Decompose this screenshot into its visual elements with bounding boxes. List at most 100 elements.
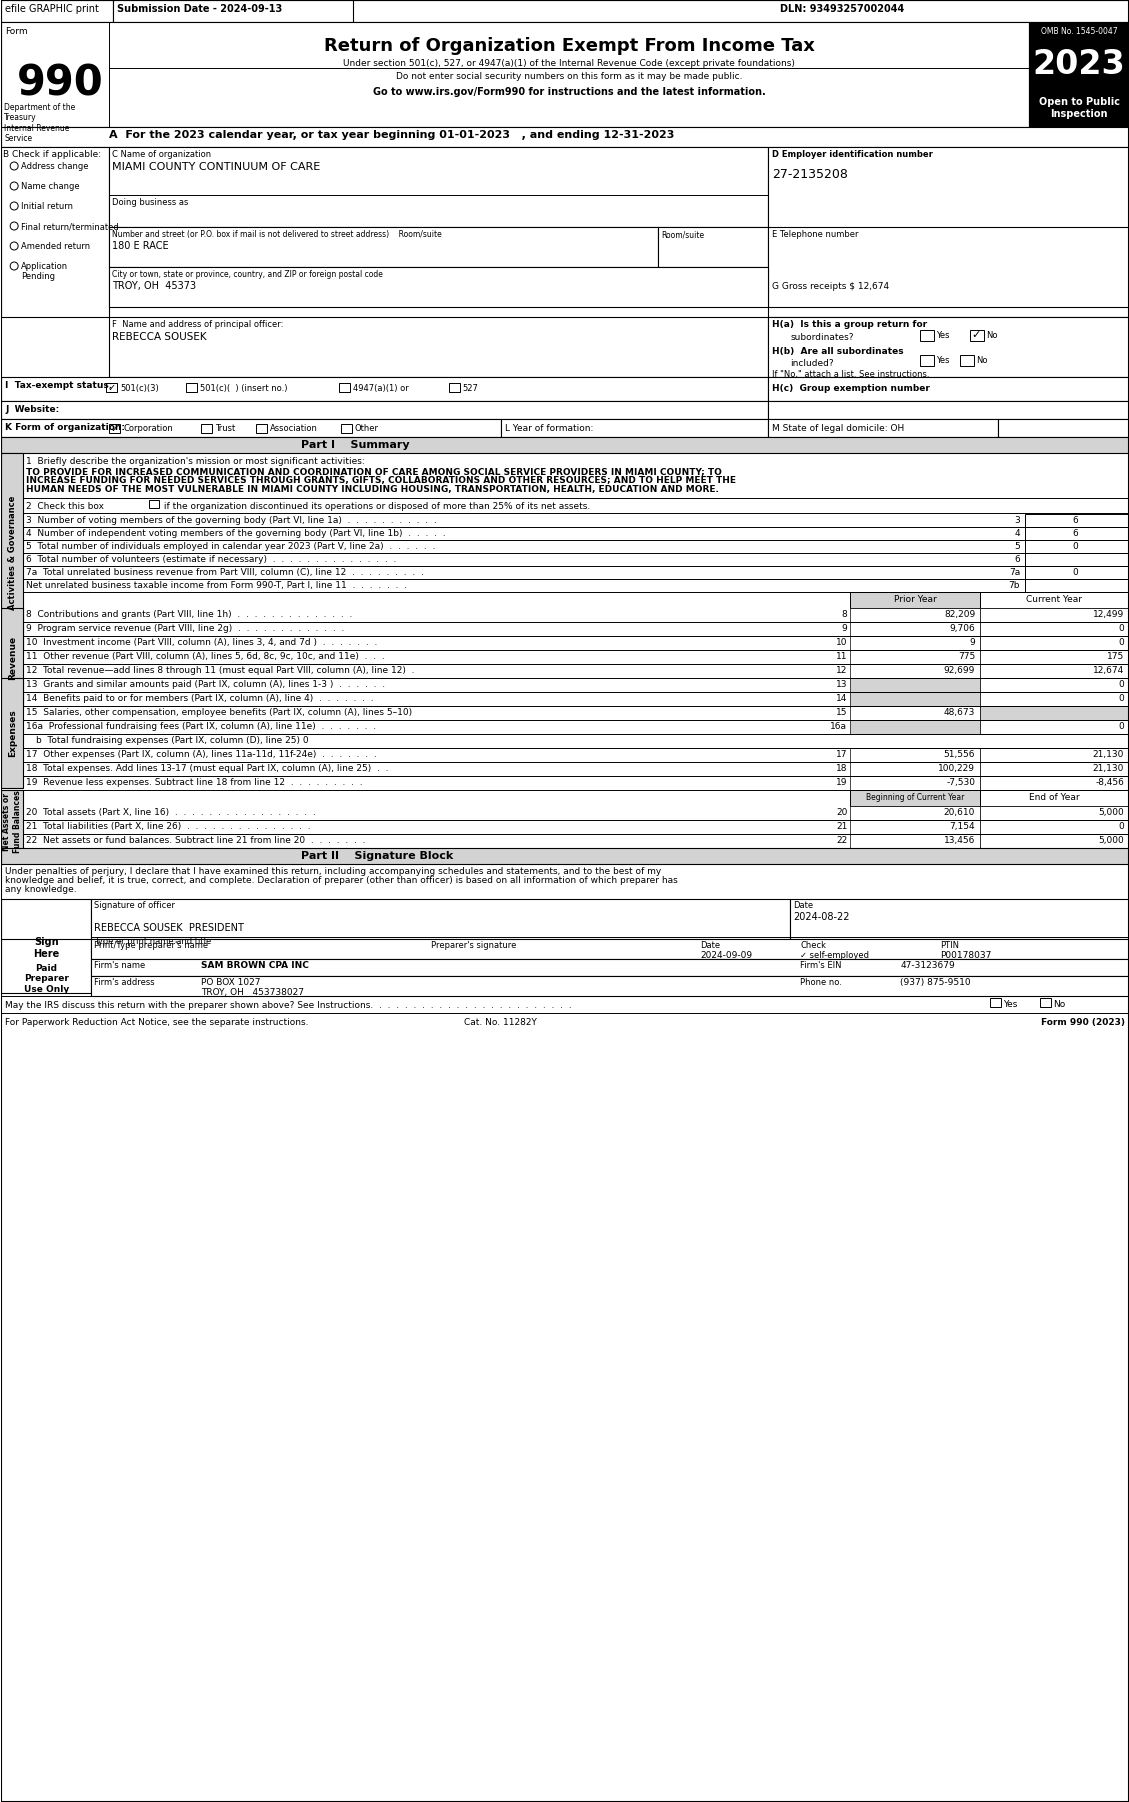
Bar bbox=[850, 721, 980, 733]
Bar bbox=[980, 651, 1129, 663]
Text: 20  Total assets (Part X, line 16)  .  .  .  .  .  .  .  .  .  .  .  .  .  .  . : 20 Total assets (Part X, line 16) . . . … bbox=[26, 807, 316, 816]
Bar bbox=[110, 227, 658, 267]
Text: 16a: 16a bbox=[830, 723, 847, 732]
Text: ✓: ✓ bbox=[971, 330, 981, 341]
Text: H(b)  Are all subordinates: H(b) Are all subordinates bbox=[772, 348, 904, 357]
Text: b  Total fundraising expenses (Part IX, column (D), line 25) 0: b Total fundraising expenses (Part IX, c… bbox=[36, 735, 308, 744]
Text: included?: included? bbox=[790, 359, 834, 368]
Text: Form: Form bbox=[6, 27, 28, 36]
Text: Sign
Here: Sign Here bbox=[33, 937, 59, 959]
Text: Beginning of Current Year: Beginning of Current Year bbox=[866, 793, 964, 802]
Bar bbox=[980, 692, 1129, 706]
Bar bbox=[110, 267, 769, 306]
Bar bbox=[113, 0, 352, 22]
Text: B Check if applicable:: B Check if applicable: bbox=[3, 150, 102, 159]
Text: L Year of formation:: L Year of formation: bbox=[505, 423, 593, 432]
Bar bbox=[769, 420, 998, 438]
Bar bbox=[980, 777, 1129, 789]
Text: 9: 9 bbox=[841, 623, 847, 633]
Text: Yes: Yes bbox=[1004, 1000, 1017, 1009]
Text: PTIN: PTIN bbox=[940, 941, 960, 950]
Bar bbox=[1, 452, 24, 652]
Bar bbox=[980, 805, 1129, 820]
Text: K Form of organization:: K Form of organization: bbox=[6, 423, 125, 432]
Text: if the organization discontinued its operations or disposed of more than 25% of : if the organization discontinued its ope… bbox=[161, 503, 590, 512]
Text: 0: 0 bbox=[1118, 623, 1124, 633]
Bar bbox=[1025, 514, 1129, 526]
Text: 0: 0 bbox=[1118, 822, 1124, 831]
Text: 501(c)(3): 501(c)(3) bbox=[120, 384, 159, 393]
Text: -8,456: -8,456 bbox=[1095, 778, 1124, 787]
Text: Other: Other bbox=[355, 423, 379, 432]
Text: any knowledge.: any knowledge. bbox=[6, 885, 77, 894]
Text: 7a  Total unrelated business revenue from Part VIII, column (C), line 12  .  .  : 7a Total unrelated business revenue from… bbox=[26, 568, 425, 577]
Text: 0: 0 bbox=[1118, 679, 1124, 688]
Circle shape bbox=[10, 241, 18, 250]
Text: Amended return: Amended return bbox=[21, 241, 90, 250]
Text: 17  Other expenses (Part IX, column (A), lines 11a-11d, 11f-24e)  .  .  .  .  . : 17 Other expenses (Part IX, column (A), … bbox=[26, 750, 377, 759]
Text: DLN: 93493257002044: DLN: 93493257002044 bbox=[780, 4, 904, 14]
Text: 10: 10 bbox=[835, 638, 847, 647]
Bar bbox=[1, 377, 769, 402]
Text: May the IRS discuss this return with the preparer shown above? See Instructions.: May the IRS discuss this return with the… bbox=[6, 1000, 571, 1009]
Text: Type or print name and title: Type or print name and title bbox=[94, 937, 211, 946]
Bar bbox=[769, 377, 1129, 402]
Text: 2  Check this box: 2 Check this box bbox=[26, 503, 104, 512]
Text: 0: 0 bbox=[1118, 723, 1124, 732]
Bar bbox=[1, 0, 1129, 22]
Bar bbox=[769, 402, 1129, 420]
Bar bbox=[110, 423, 120, 432]
Bar bbox=[1, 849, 1129, 863]
Text: 7b: 7b bbox=[1008, 580, 1021, 589]
Text: Cat. No. 11282Y: Cat. No. 11282Y bbox=[464, 1018, 537, 1027]
Text: 100,229: 100,229 bbox=[938, 764, 975, 773]
Bar bbox=[980, 789, 1129, 805]
Bar bbox=[850, 607, 980, 622]
Text: 15: 15 bbox=[835, 708, 847, 717]
Text: Preparer's signature: Preparer's signature bbox=[431, 941, 516, 950]
Text: 0: 0 bbox=[1118, 694, 1124, 703]
Text: 9  Program service revenue (Part VIII, line 2g)  .  .  .  .  .  .  .  .  .  .  .: 9 Program service revenue (Part VIII, li… bbox=[26, 623, 344, 633]
Bar bbox=[1, 148, 110, 317]
Bar bbox=[850, 678, 980, 692]
Bar bbox=[850, 593, 980, 607]
Text: Trust: Trust bbox=[215, 423, 235, 432]
Text: 501(c)(  ) (insert no.): 501(c)( ) (insert no.) bbox=[200, 384, 288, 393]
Bar bbox=[850, 663, 980, 678]
Text: Firm's address: Firm's address bbox=[94, 978, 155, 987]
Text: 4: 4 bbox=[1015, 530, 1021, 539]
Bar bbox=[1, 126, 1129, 148]
Text: 6  Total number of volunteers (estimate if necessary)  .  .  .  .  .  .  .  .  .: 6 Total number of volunteers (estimate i… bbox=[26, 555, 396, 564]
Bar bbox=[850, 777, 980, 789]
Text: 19  Revenue less expenses. Subtract line 18 from line 12  .  .  .  .  .  .  .  .: 19 Revenue less expenses. Subtract line … bbox=[26, 778, 362, 787]
Text: 6: 6 bbox=[1073, 530, 1078, 539]
Text: subordinates?: subordinates? bbox=[790, 333, 854, 342]
Text: 18  Total expenses. Add lines 13-17 (must equal Part IX, column (A), line 25)  .: 18 Total expenses. Add lines 13-17 (must… bbox=[26, 764, 388, 773]
Text: 82,209: 82,209 bbox=[944, 611, 975, 620]
Text: 18: 18 bbox=[835, 764, 847, 773]
Text: Firm's name: Firm's name bbox=[94, 960, 146, 969]
Text: 92,699: 92,699 bbox=[944, 667, 975, 676]
Bar bbox=[850, 805, 980, 820]
Text: H(c)  Group exemption number: H(c) Group exemption number bbox=[772, 384, 930, 393]
Text: 7a: 7a bbox=[1009, 568, 1021, 577]
Bar bbox=[1025, 541, 1129, 553]
Text: 0: 0 bbox=[1118, 638, 1124, 647]
Bar bbox=[500, 420, 769, 438]
Bar bbox=[850, 636, 980, 651]
Bar bbox=[110, 317, 769, 377]
Text: Phone no.: Phone no. bbox=[800, 978, 842, 987]
Bar bbox=[1, 22, 1030, 126]
Bar bbox=[1025, 578, 1129, 593]
Text: Application
Pending: Application Pending bbox=[21, 261, 68, 281]
Bar bbox=[149, 499, 159, 508]
Text: P00178037: P00178037 bbox=[940, 951, 991, 960]
Circle shape bbox=[10, 261, 18, 270]
Text: 7,154: 7,154 bbox=[949, 822, 975, 831]
Text: F  Name and address of principal officer:: F Name and address of principal officer: bbox=[112, 321, 283, 330]
Text: No: No bbox=[977, 357, 988, 366]
Text: 3: 3 bbox=[1014, 515, 1021, 524]
Text: A  For the 2023 calendar year, or tax year beginning 01-01-2023   , and ending 1: A For the 2023 calendar year, or tax yea… bbox=[110, 130, 674, 141]
Bar bbox=[980, 636, 1129, 651]
Bar bbox=[850, 651, 980, 663]
